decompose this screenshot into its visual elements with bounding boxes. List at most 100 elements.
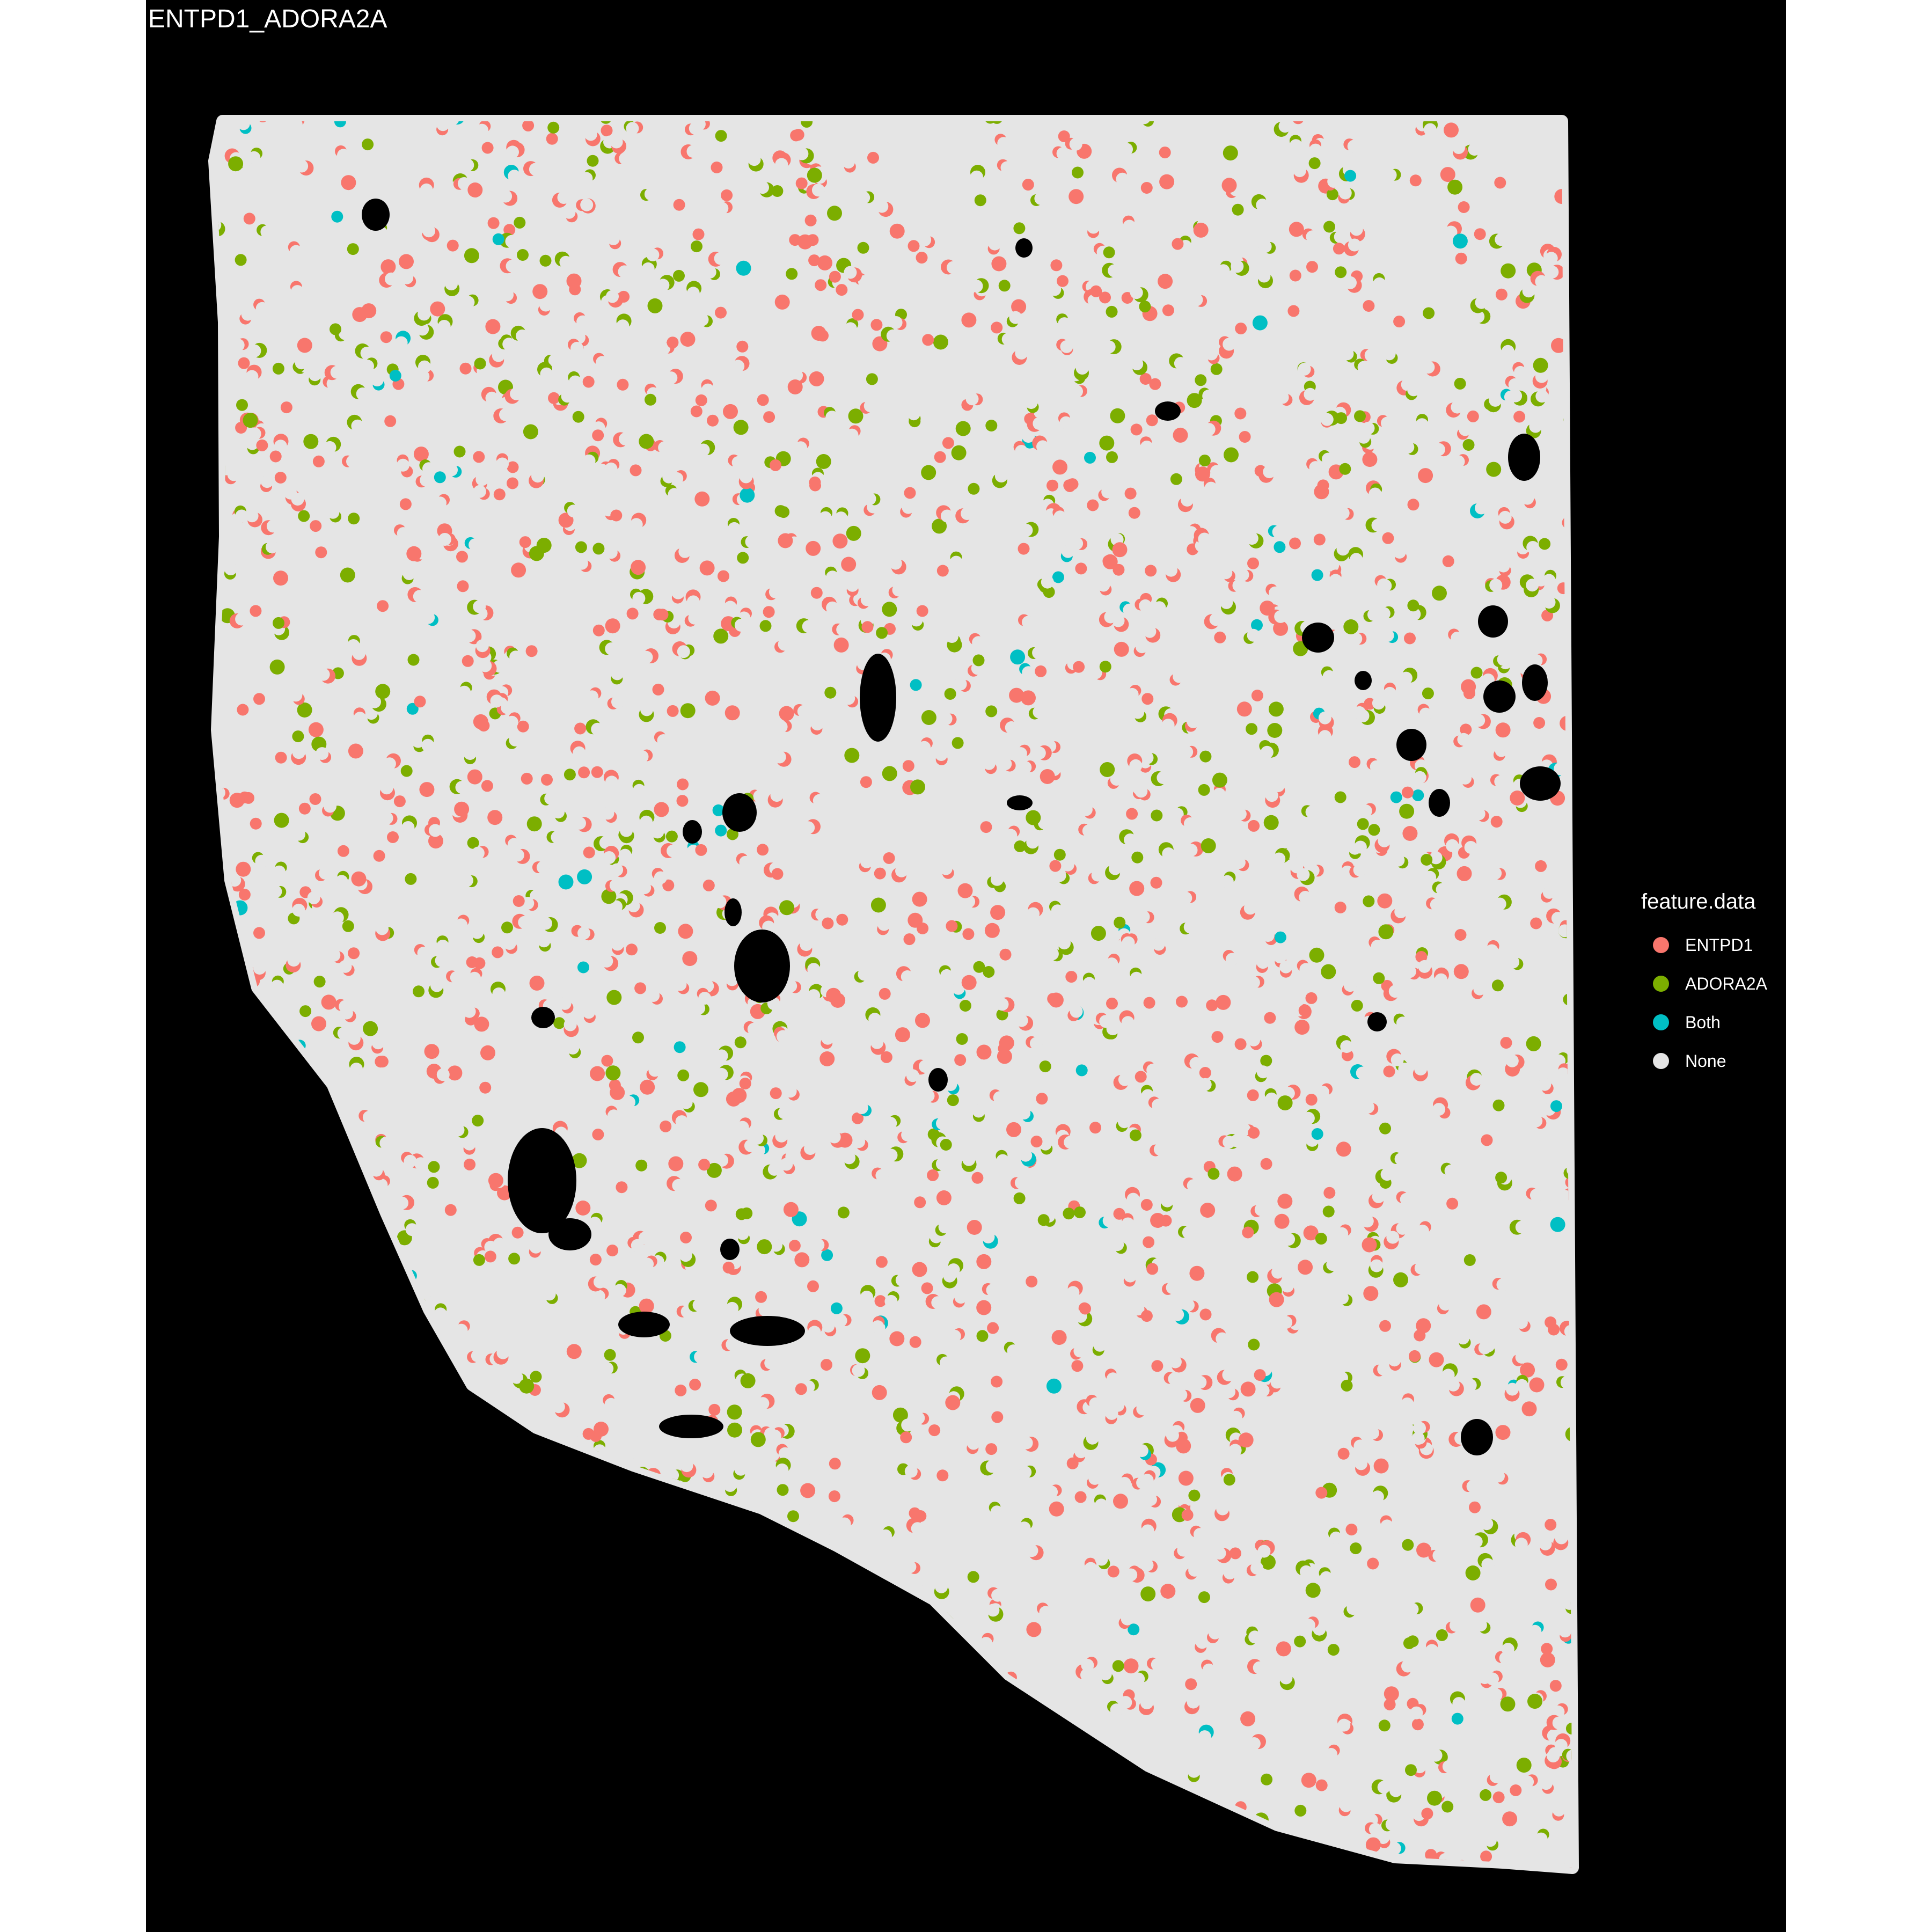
point-entpd1: [1143, 997, 1155, 1009]
point-adora2a: [372, 1746, 384, 1759]
point-entpd1: [534, 1766, 546, 1778]
point-none: [731, 456, 745, 469]
point-entpd1: [313, 1687, 328, 1703]
point-none: [855, 1101, 868, 1114]
point-adora2a: [451, 1856, 466, 1868]
point-none: [715, 1067, 728, 1081]
point-none: [1367, 608, 1380, 621]
point-entpd1: [997, 1049, 1012, 1064]
point-none: [361, 360, 374, 373]
point-none: [911, 1522, 924, 1535]
point-entpd1: [406, 546, 422, 561]
point-adora2a: [431, 1495, 443, 1507]
point-none: [326, 377, 340, 391]
point-both: [1084, 451, 1096, 464]
point-adora2a: [1198, 784, 1210, 796]
point-entpd1: [1021, 690, 1036, 706]
point-none: [1020, 1436, 1033, 1450]
point-none: [688, 611, 701, 625]
point-none: [1406, 1602, 1419, 1616]
tissue-gap: [1478, 605, 1508, 638]
point-none: [901, 970, 914, 983]
point-entpd1: [380, 259, 396, 275]
point-none: [1081, 1659, 1094, 1672]
point-adora2a: [985, 705, 998, 718]
point-adora2a: [846, 525, 861, 541]
point-entpd1: [1495, 722, 1511, 738]
point-entpd1: [1178, 1470, 1194, 1486]
point-both: [910, 679, 922, 691]
point-adora2a: [870, 897, 886, 913]
point-adora2a: [727, 828, 738, 840]
point-adora2a: [347, 1867, 360, 1868]
point-entpd1: [473, 957, 486, 969]
point-entpd1: [251, 1789, 263, 1802]
point-none: [1258, 240, 1272, 253]
point-entpd1: [513, 895, 525, 907]
point-entpd1: [467, 182, 483, 197]
point-entpd1: [630, 464, 642, 477]
point-entpd1: [1460, 723, 1472, 736]
point-none: [776, 1030, 789, 1043]
point-adora2a: [456, 1549, 469, 1562]
point-entpd1: [517, 720, 529, 733]
point-none: [1228, 1444, 1242, 1457]
point-none: [1489, 867, 1502, 880]
point-none: [1198, 532, 1211, 546]
point-adora2a: [737, 552, 749, 564]
point-both: [536, 1545, 551, 1560]
point-adora2a: [1339, 463, 1351, 475]
point-none: [1540, 1777, 1553, 1790]
point-adora2a: [258, 1549, 274, 1564]
point-entpd1: [1022, 179, 1034, 191]
point-adora2a: [1495, 1172, 1507, 1184]
point-none: [1022, 616, 1035, 629]
point-none: [1364, 349, 1378, 362]
point-entpd1: [854, 1815, 866, 1827]
point-none: [229, 1300, 243, 1314]
point-entpd1: [426, 1416, 438, 1428]
point-entpd1: [750, 1759, 763, 1772]
point-entpd1: [272, 1766, 284, 1779]
point-none: [1353, 863, 1366, 877]
point-none: [808, 1326, 821, 1339]
point-none: [766, 1448, 780, 1461]
point-adora2a: [921, 710, 936, 725]
point-none: [996, 998, 1009, 1011]
point-none: [1183, 817, 1197, 830]
point-none: [812, 1565, 825, 1579]
point-none: [531, 1761, 544, 1774]
point-adora2a: [298, 1685, 311, 1697]
point-entpd1: [447, 1065, 463, 1081]
point-entpd1: [235, 422, 247, 434]
point-entpd1: [841, 557, 857, 572]
point-entpd1: [592, 1129, 604, 1140]
point-none: [1165, 564, 1177, 577]
point-none: [736, 1227, 749, 1240]
point-entpd1: [791, 1552, 803, 1564]
point-both: [1052, 571, 1064, 583]
point-entpd1: [1513, 411, 1526, 423]
point-none: [455, 1623, 469, 1637]
point-none: [509, 650, 523, 664]
point-entpd1: [1124, 487, 1137, 500]
point-adora2a: [500, 1857, 512, 1868]
point-both: [809, 1563, 821, 1576]
point-none: [826, 601, 839, 614]
point-none: [1257, 269, 1271, 283]
point-adora2a: [375, 1783, 387, 1796]
point-adora2a: [832, 1863, 847, 1868]
point-none: [651, 825, 664, 839]
tissue-gap: [548, 1218, 591, 1250]
point-adora2a: [292, 730, 304, 743]
point-none: [1320, 1571, 1333, 1584]
point-adora2a: [680, 703, 696, 719]
point-none: [1034, 192, 1048, 205]
point-adora2a: [677, 1069, 690, 1081]
point-none: [1187, 715, 1200, 728]
point-adora2a: [798, 1634, 810, 1646]
point-entpd1: [822, 917, 834, 930]
point-none: [370, 1163, 383, 1177]
point-none: [1144, 1493, 1157, 1506]
point-adora2a: [592, 543, 605, 555]
